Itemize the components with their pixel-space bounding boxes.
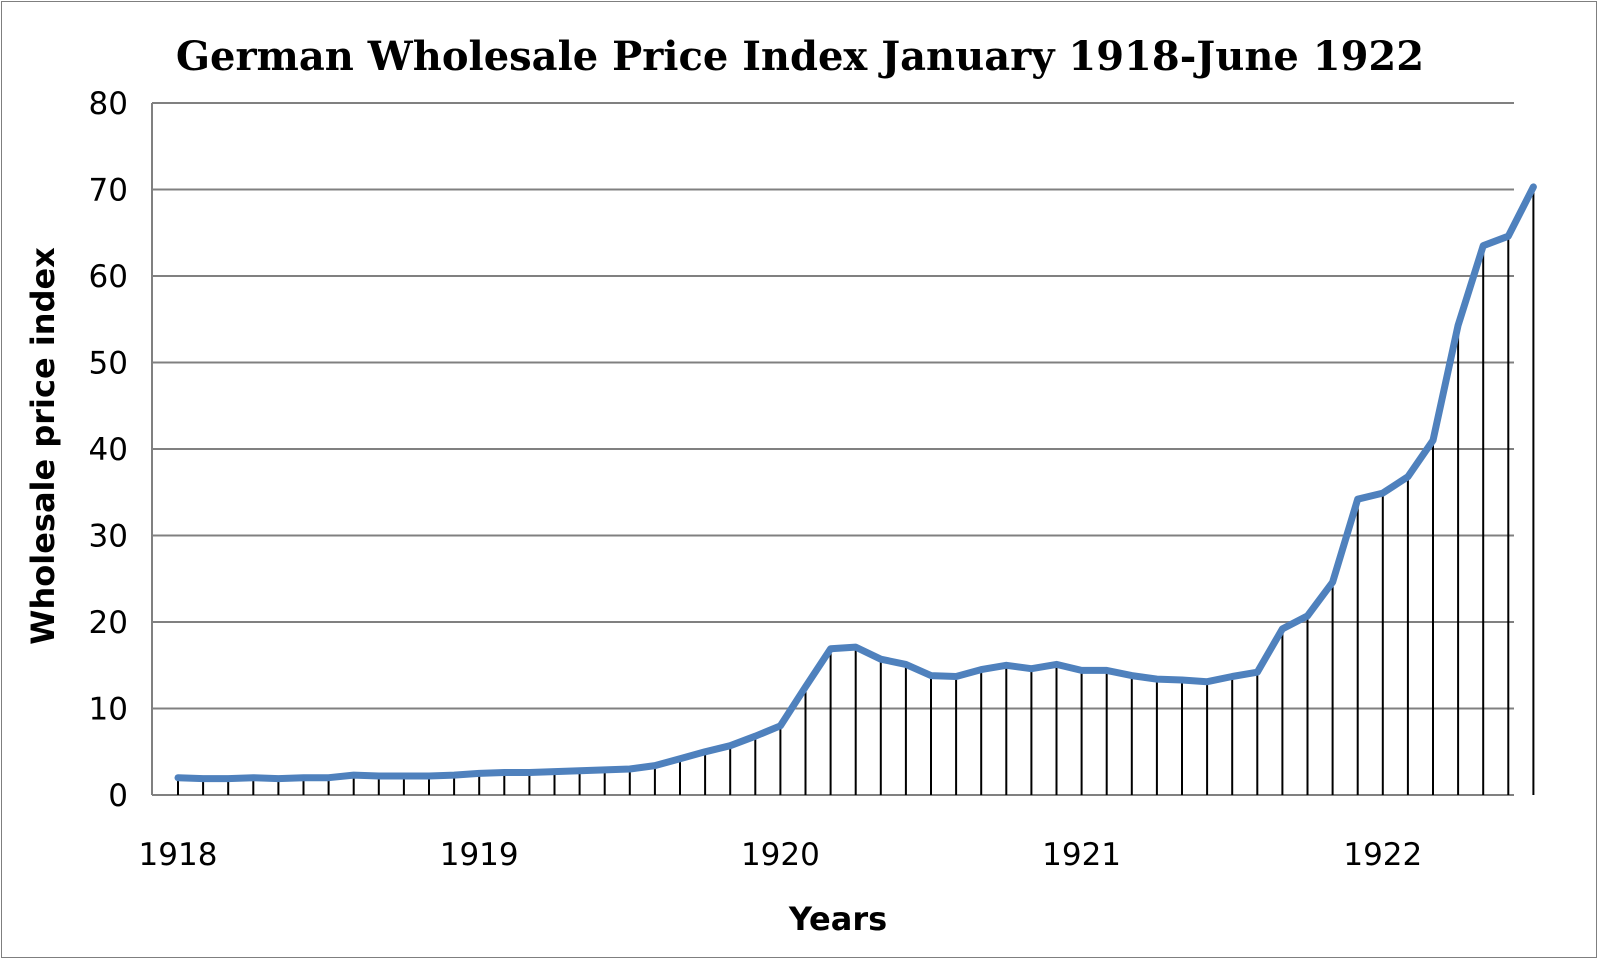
x-axis-tick-labels: 1918 1919 1920 1921 1922 [139, 837, 1423, 873]
data-point [1105, 668, 1109, 672]
data-point [678, 757, 682, 761]
data-point [653, 764, 657, 768]
x-tick-label: 1922 [1343, 837, 1422, 873]
data-point [628, 767, 632, 771]
data-point [1255, 670, 1259, 674]
data-point [1055, 662, 1058, 666]
data-point [1381, 491, 1385, 495]
data-point [979, 668, 983, 672]
x-axis-title: Years [788, 900, 887, 938]
y-tick-label: 60 [89, 259, 128, 295]
data-point [1481, 244, 1485, 248]
x-tick-label: 1919 [440, 837, 519, 873]
data-point [1406, 475, 1410, 479]
data-point [753, 734, 757, 738]
x-tick-label: 1921 [1042, 837, 1121, 873]
data-point [226, 777, 230, 781]
drop-lines [177, 186, 1535, 795]
y-tick-label: 0 [108, 778, 128, 814]
y-axis-tick-labels: 0 10 20 30 40 50 60 70 80 [89, 86, 128, 814]
data-point [276, 777, 280, 781]
data-point [527, 771, 531, 775]
chart-title: German Wholesale Price Index January 191… [176, 33, 1424, 80]
data-point [954, 674, 958, 678]
y-tick-label: 10 [89, 692, 128, 728]
y-tick-label: 50 [89, 346, 128, 382]
y-axis-title: Wholesale price index [24, 247, 62, 645]
data-point [703, 750, 707, 754]
data-point [778, 724, 782, 728]
y-tick-label: 80 [89, 86, 128, 122]
data-point [176, 776, 180, 780]
series-layer [174, 183, 1537, 783]
data-point [1029, 667, 1033, 671]
data-point [1331, 580, 1335, 584]
y-tick-label: 20 [89, 605, 128, 641]
data-point [854, 645, 858, 649]
data-point [829, 647, 833, 651]
data-point [1306, 614, 1309, 618]
data-point [452, 773, 456, 777]
gridlines [151, 102, 1514, 796]
data-point [1431, 438, 1435, 442]
data-point [1004, 663, 1008, 667]
data-point [251, 776, 255, 780]
data-point [904, 662, 908, 666]
data-point [1280, 627, 1284, 631]
data-point [352, 773, 356, 777]
data-point [302, 776, 305, 780]
y-tick-label: 30 [89, 519, 128, 555]
x-tick-label: 1920 [741, 837, 820, 873]
data-point [1080, 668, 1084, 672]
data-point [1230, 674, 1234, 678]
data-point [201, 777, 205, 781]
data-point [1180, 678, 1184, 682]
data-point [1130, 674, 1134, 678]
data-point [1155, 677, 1159, 681]
y-tick-label: 40 [89, 432, 128, 468]
data-point [1506, 234, 1510, 238]
x-tick-label: 1918 [139, 837, 218, 873]
data-point [1531, 185, 1535, 189]
data-point [477, 771, 481, 775]
data-point [327, 776, 331, 780]
y-tick-label: 70 [89, 173, 128, 209]
data-point [1456, 323, 1460, 327]
data-point [879, 657, 883, 661]
data-point [578, 769, 582, 773]
data-point [377, 774, 381, 778]
data-point [402, 774, 406, 778]
data-point [1356, 497, 1360, 501]
data-point [1205, 680, 1209, 684]
data-point [728, 744, 732, 748]
data-point [929, 674, 933, 678]
data-point [502, 771, 506, 775]
data-point [804, 685, 807, 689]
data-point [553, 770, 556, 774]
data-point [603, 768, 607, 772]
data-point [427, 774, 431, 778]
